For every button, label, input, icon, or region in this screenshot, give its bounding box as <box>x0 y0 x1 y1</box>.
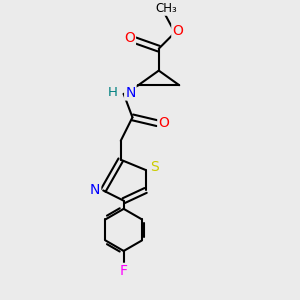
Text: O: O <box>158 116 169 130</box>
Text: H: H <box>108 86 118 99</box>
Text: F: F <box>120 264 128 278</box>
Text: N: N <box>125 85 136 100</box>
Text: O: O <box>124 32 135 45</box>
Text: N: N <box>90 183 100 197</box>
Text: S: S <box>150 160 159 174</box>
Text: O: O <box>172 24 183 38</box>
Text: CH₃: CH₃ <box>155 2 177 15</box>
